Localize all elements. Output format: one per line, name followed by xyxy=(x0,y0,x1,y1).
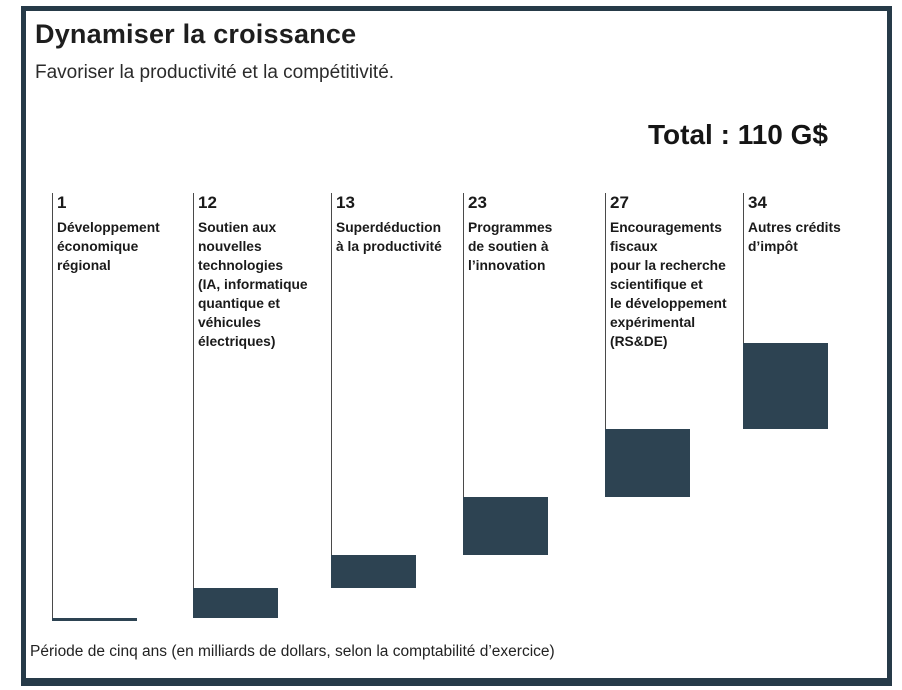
bar-value-label: 1 xyxy=(57,193,67,212)
bar-category-label: Encouragements fiscaux pour la recherche… xyxy=(610,220,727,349)
column-axis-line xyxy=(52,193,53,619)
bar-category-label: Autres crédits d’impôt xyxy=(748,220,841,254)
chart-column: 34 Autres crédits d’impôt xyxy=(743,193,891,621)
bar-category-label: Superdéduction à la productivité xyxy=(336,220,442,254)
column-axis-line xyxy=(193,193,194,589)
total-label: Total : 110 G$ xyxy=(648,119,828,150)
chart-title: Dynamiser la croissance xyxy=(35,19,357,49)
chart-column: 12 Soutien aux nouvelles technologies (IA… xyxy=(193,193,341,621)
bar xyxy=(52,618,137,621)
column-axis-line xyxy=(605,193,606,429)
column-axis-line xyxy=(743,193,744,343)
chart-column: 13 Superdéduction à la productivité xyxy=(331,193,479,621)
bar-value-label: 27 xyxy=(610,193,629,212)
bar-category-label: Programmes de soutien à l’innovation xyxy=(468,220,553,273)
chart-column: 27 Encouragements fiscaux pour la recherc… xyxy=(605,193,753,621)
bar-value-label: 23 xyxy=(468,193,487,212)
bar xyxy=(463,497,548,556)
bar-category-label: Soutien aux nouvelles technologies (IA, … xyxy=(198,220,308,349)
footnote: Période de cinq ans (en milliards de dol… xyxy=(30,643,555,660)
bar xyxy=(193,588,278,619)
chart-card: Dynamiser la croissance Favoriser la pro… xyxy=(21,6,892,686)
bar-value-label: 12 xyxy=(198,193,217,212)
bar xyxy=(331,555,416,589)
bar xyxy=(605,428,690,498)
bar xyxy=(743,342,828,429)
column-axis-line xyxy=(331,193,332,556)
chart-subtitle: Favoriser la productivité et la compétit… xyxy=(35,62,395,83)
bar-value-label: 13 xyxy=(336,193,355,212)
bar-value-label: 34 xyxy=(748,193,767,212)
column-axis-line xyxy=(463,193,464,498)
bar-category-label: Développement économique régional xyxy=(57,220,160,273)
chart-column: 1 Développement économique régional xyxy=(52,193,200,621)
chart-column: 23 Programmes de soutien à l’innovation xyxy=(463,193,611,621)
waterfall-chart: 1 Développement économique régional 12 Sout… xyxy=(26,193,887,621)
